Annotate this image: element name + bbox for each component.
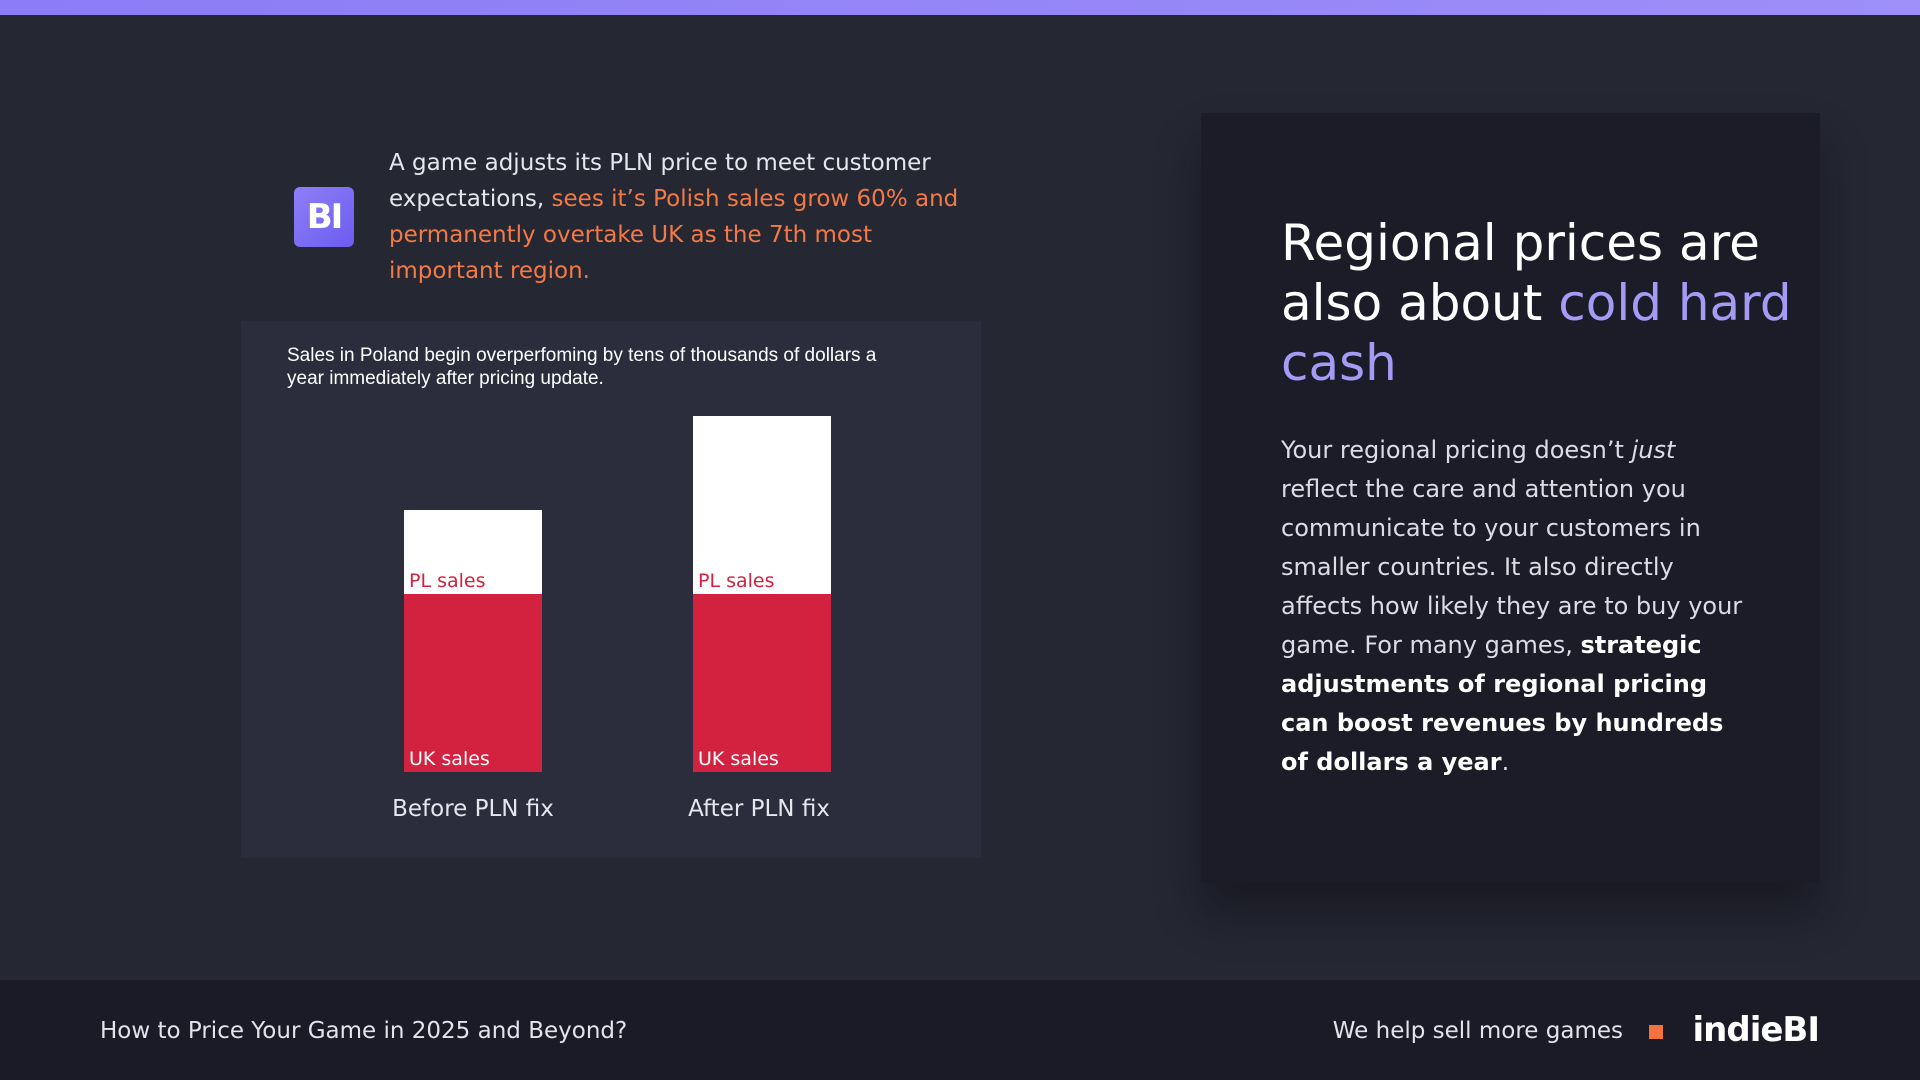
bar-segment-label: UK sales bbox=[409, 748, 490, 770]
card-heading: Regional prices are also about cold hard… bbox=[1281, 213, 1801, 393]
info-card: Regional prices are also about cold hard… bbox=[1201, 113, 1820, 883]
card-body-bold: strategic adjustments of regional pricin… bbox=[1281, 631, 1724, 776]
category-label: Before PLN fix bbox=[392, 796, 554, 822]
card-body: Your regional pricing doesn’t just refle… bbox=[1281, 431, 1751, 782]
intro-text: A game adjusts its PLN price to meet cus… bbox=[389, 145, 969, 289]
card-body-part-2: reflect the care and attention you commu… bbox=[1281, 475, 1743, 659]
card-body-part-1: Your regional pricing doesn’t bbox=[1281, 436, 1632, 464]
footer: How to Price Your Game in 2025 and Beyon… bbox=[0, 980, 1920, 1080]
footer-square-icon bbox=[1649, 1025, 1663, 1039]
card-body-emphasis: just bbox=[1631, 436, 1676, 464]
logo-text: BI bbox=[306, 197, 344, 237]
bar-segment-pl: PL sales bbox=[404, 510, 542, 594]
footer-logo: indieBI bbox=[1692, 1010, 1820, 1050]
bar-segment-uk: UK sales bbox=[404, 594, 542, 772]
card-heading-accent: cold hard cash bbox=[1281, 274, 1792, 392]
bar-segment-label: UK sales bbox=[698, 748, 779, 770]
card-body-end: . bbox=[1501, 748, 1510, 776]
indiebi-logo-icon: BI bbox=[294, 187, 354, 247]
bar-segment-label: PL sales bbox=[409, 569, 486, 592]
intro-text-highlight: sees it’s Polish sales grow 60% and perm… bbox=[389, 186, 959, 284]
intro-text-plain: A game adjusts its PLN price to meet cus… bbox=[389, 150, 931, 212]
footer-title: How to Price Your Game in 2025 and Beyon… bbox=[100, 1018, 628, 1044]
footer-tagline: We help sell more games bbox=[1332, 1018, 1623, 1044]
bar-segment-pl: PL sales bbox=[693, 416, 831, 594]
chart-title: Sales in Poland begin overperfoming by t… bbox=[287, 345, 877, 389]
top-accent-bar bbox=[0, 0, 1920, 15]
category-label: After PLN fix bbox=[688, 796, 830, 822]
chart-panel: Sales in Poland begin overperfoming by t… bbox=[241, 321, 981, 858]
bar-segment-label: PL sales bbox=[698, 570, 775, 592]
card-heading-plain: Regional prices are also about bbox=[1281, 214, 1760, 332]
bar-segment-uk: UK sales bbox=[693, 594, 831, 772]
